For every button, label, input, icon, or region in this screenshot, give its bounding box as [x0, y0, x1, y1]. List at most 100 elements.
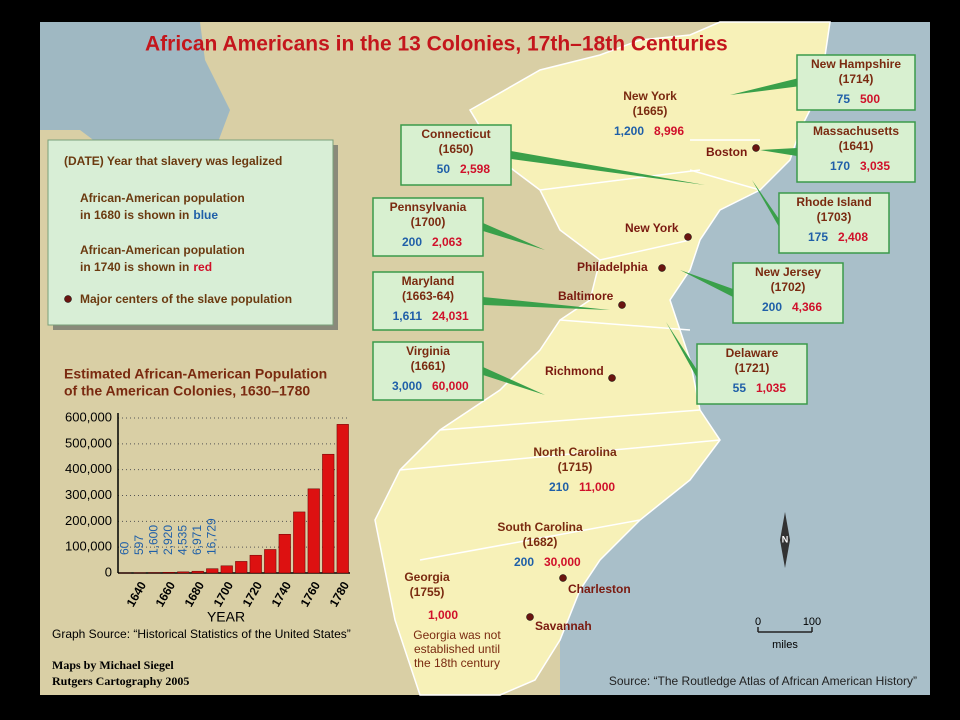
colony-name: South Carolina: [497, 520, 583, 534]
legend-color-word: red: [193, 260, 212, 274]
colony-name: New York: [623, 89, 677, 103]
credit: Maps by Michael Siegel: [52, 658, 174, 672]
y-tick-label: 100,000: [65, 539, 112, 554]
colony-name: New Hampshire: [811, 57, 901, 71]
city-name: New York: [625, 221, 679, 235]
colony-name: Massachusetts: [813, 124, 899, 138]
colony-box: [372, 197, 484, 257]
value-label: 1,600: [146, 525, 160, 555]
bar: [264, 549, 277, 574]
colony-name: Virginia: [406, 344, 450, 358]
chart-title: of the American Colonies, 1630–1780: [64, 383, 310, 399]
bar: [235, 561, 248, 574]
legend-text: in 1680 is shown in: [80, 208, 189, 222]
bar: [206, 568, 219, 574]
colony-year: (1641): [839, 139, 874, 153]
pop-1740: 2,408: [838, 230, 868, 244]
scale-start: 0: [755, 616, 761, 628]
source: Source: “The Routledge Atlas of African …: [609, 674, 917, 688]
legend-box: [47, 139, 334, 326]
chart-title: Estimated African-American Population: [64, 366, 327, 382]
colony-box: [400, 124, 512, 186]
leader: [483, 367, 545, 395]
pop-1680: 75: [837, 92, 851, 106]
pop-1740: 24,031: [432, 309, 469, 323]
lake: [40, 22, 230, 175]
colony-name: New Jersey: [755, 265, 821, 279]
credit: Rutgers Cartography 2005: [52, 674, 189, 688]
bar: [162, 571, 175, 574]
city-name: Richmond: [545, 364, 604, 378]
pop-1740: 1,035: [756, 381, 786, 395]
pop-1680: 1,611: [393, 309, 423, 323]
pop-1680: 1,200: [614, 124, 644, 138]
legend-color-word: blue: [193, 208, 218, 222]
colony-year: (1661): [411, 359, 446, 373]
legend-line: African-American population: [80, 191, 245, 205]
colony-year: (1663-64): [402, 289, 454, 303]
bar: [220, 565, 233, 574]
colony-year: (1721): [735, 361, 770, 375]
pop-1680: 55: [733, 381, 747, 395]
colony-note: established until: [414, 642, 500, 656]
city-name: Charleston: [568, 582, 631, 596]
y-tick-label: 0: [105, 564, 112, 579]
y-tick-label: 200,000: [65, 513, 112, 528]
city-dot: [559, 574, 567, 582]
leader: [680, 270, 733, 297]
colony-box: [778, 192, 890, 254]
colony-box: [796, 54, 916, 111]
colony-year: (1755): [410, 585, 445, 599]
colony-box: [372, 341, 484, 401]
compass-label: N: [782, 534, 789, 544]
pop-1740: 2,063: [432, 235, 462, 249]
chart-source: Graph Source: “Historical Statistics of …: [52, 627, 351, 641]
pop-1680: 3,000: [392, 379, 422, 393]
city-dot: [752, 144, 760, 152]
city-name: Savannah: [535, 619, 592, 633]
leader: [483, 223, 545, 250]
leader: [666, 322, 697, 378]
colony-note: Georgia was not: [413, 628, 501, 642]
colony-name: North Carolina: [533, 445, 617, 459]
legend-line: in 1680 is shown in blue: [80, 208, 218, 222]
legend-line: Major centers of the slave population: [80, 292, 292, 306]
pop-1740: 4,366: [792, 300, 822, 314]
colony-name: Delaware: [726, 346, 779, 360]
leader: [760, 148, 797, 156]
colony-name: Pennsylvania: [390, 200, 467, 214]
pop-1740: 60,000: [432, 379, 469, 393]
colony-box: [372, 271, 484, 331]
city-dot: [684, 233, 692, 241]
city-name: Boston: [706, 145, 747, 159]
colony-box: [796, 121, 916, 183]
y-tick-label: 500,000: [65, 435, 112, 450]
legend-line: in 1740 is shown in red: [80, 260, 212, 274]
legend-text: in 1740 is shown in: [80, 260, 189, 274]
city-dot: [618, 301, 626, 309]
pop-1680: 170: [830, 159, 850, 173]
pop-1680: 175: [808, 230, 828, 244]
bar: [191, 570, 204, 574]
colony-box: [732, 262, 844, 324]
leader: [483, 297, 610, 310]
colony-name: Rhode Island: [796, 195, 871, 209]
colony-name: Georgia: [404, 570, 450, 584]
colony-name: Connecticut: [421, 127, 490, 141]
pop-1740: 8,996: [654, 124, 684, 138]
colony-year: (1665): [633, 104, 668, 118]
colony-year: (1702): [771, 280, 806, 294]
pop-1680: 200: [762, 300, 782, 314]
y-tick-label: 300,000: [65, 487, 112, 502]
city-dot: [658, 264, 666, 272]
pop-1740: 500: [860, 92, 880, 106]
bar: [177, 571, 190, 574]
bar: [278, 533, 291, 574]
leader: [730, 78, 797, 95]
colony-year: (1700): [411, 215, 446, 229]
scale-bar: [757, 627, 813, 633]
bar: [249, 554, 262, 574]
legend-line: African-American population: [80, 243, 245, 257]
value-label: 4,535: [175, 525, 189, 555]
